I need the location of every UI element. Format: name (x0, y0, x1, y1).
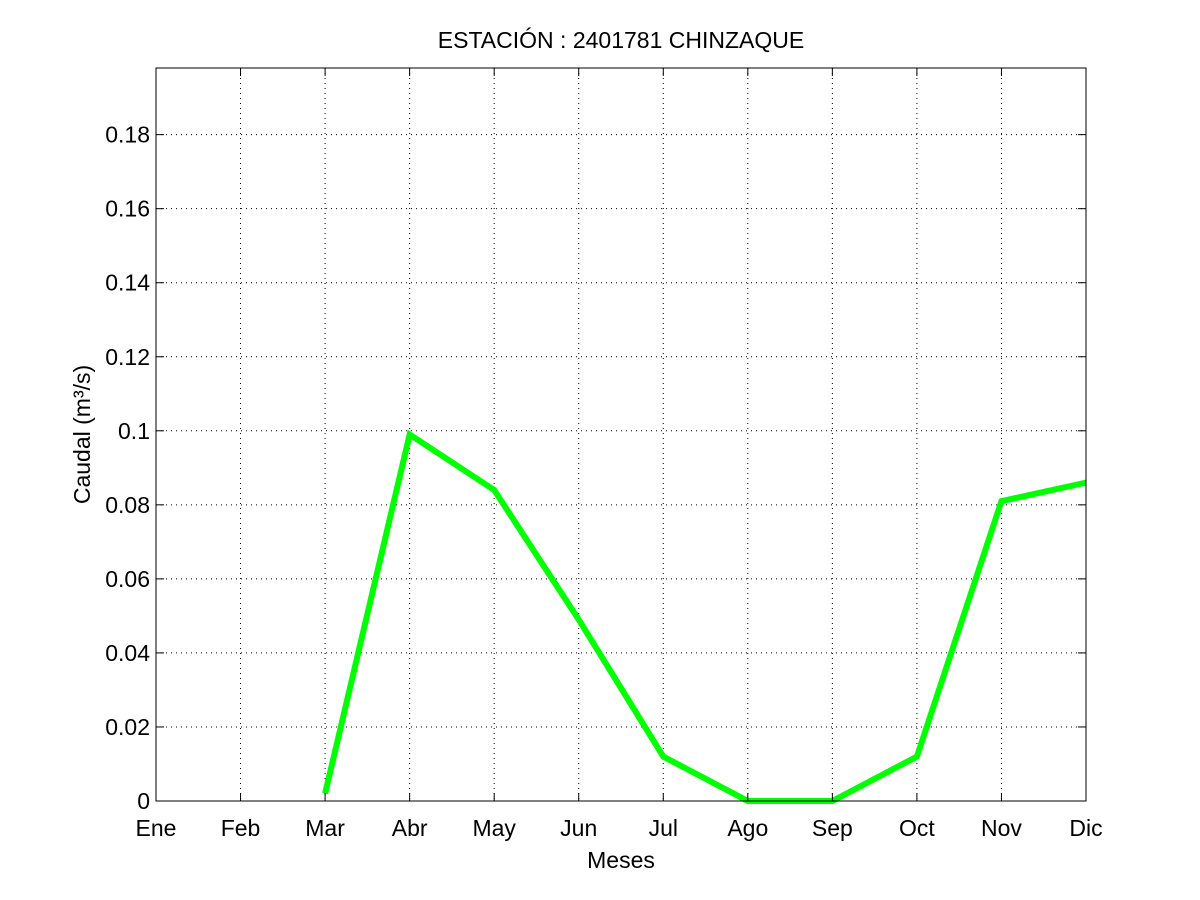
data-point (662, 756, 664, 758)
x-tick-label: Feb (221, 815, 261, 841)
data-point (578, 619, 580, 621)
x-tick-label: Jul (649, 815, 678, 841)
data-point (493, 489, 495, 491)
x-tick-label: Dic (1069, 815, 1102, 841)
x-tick-label: Ene (136, 815, 177, 841)
x-tick-label: Ago (727, 815, 768, 841)
data-point (916, 756, 918, 758)
x-tick-label: Oct (899, 815, 935, 841)
y-tick-label: 0.02 (105, 714, 150, 740)
x-tick-label: Abr (392, 815, 428, 841)
data-point (1000, 500, 1002, 502)
y-tick-label: 0.08 (105, 492, 150, 518)
y-tick-label: 0.18 (105, 122, 150, 148)
y-axis-label: Caudal (m³/s) (69, 365, 95, 504)
x-axis-label: Meses (587, 847, 655, 873)
x-tick-label: Nov (981, 815, 1022, 841)
data-point (409, 434, 411, 435)
grid (156, 68, 1086, 801)
series-line (322, 429, 1087, 804)
y-tick-label: 0.1 (118, 418, 150, 444)
x-tick-label: Mar (305, 815, 345, 841)
y-tick-label: 0.16 (105, 196, 150, 222)
y-tick-label: 0.14 (105, 270, 150, 296)
axis-ticks: Ene Feb Mar Abr May Jun Jul Ago Sep Oct Nov Dic 0 0.0… (105, 68, 1103, 841)
x-tick-label: Jun (560, 815, 597, 841)
x-tick-label: Sep (812, 815, 853, 841)
y-tick-label: 0.12 (105, 344, 150, 370)
chart-title: ESTACIÓN : 2401781 CHINZAQUE (438, 27, 804, 53)
plot-area-frame (155, 67, 1087, 802)
x-tick-label: May (472, 815, 516, 841)
y-tick-label: 0.04 (105, 640, 150, 666)
y-tick-label: 0.06 (105, 566, 150, 592)
y-tick-label: 0 (137, 788, 150, 814)
